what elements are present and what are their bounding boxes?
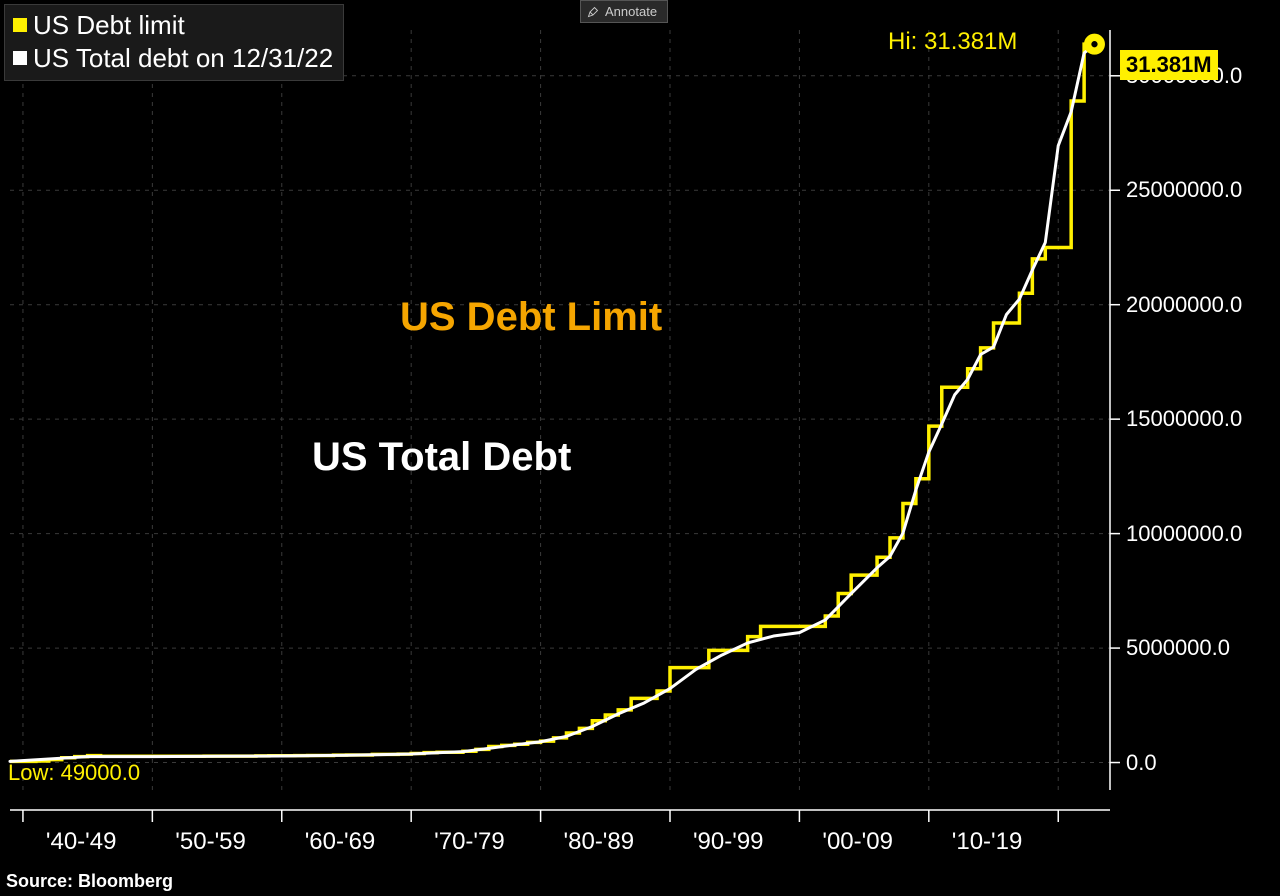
source-label: Source: Bloomberg [6,871,173,892]
x-tick-label: '40-'49 [46,828,117,856]
y-tick-label: 10000000.0 [1126,521,1242,547]
legend-swatch-yellow [13,18,27,32]
x-tick-label: '70-'79 [434,828,505,856]
legend-item-debt-limit: US Debt limit [13,9,333,42]
x-tick-label: '80-'89 [564,828,635,856]
legend-item-total-debt: US Total debt on 12/31/22 [13,42,333,75]
big-label-total-debt: US Total Debt [312,435,571,480]
low-label: Low: 49000.0 [8,760,140,786]
x-tick-label: '10-'19 [952,828,1023,856]
chart-container: US Debt limit US Total debt on 12/31/22 … [0,0,1280,896]
legend: US Debt limit US Total debt on 12/31/22 [4,4,344,81]
legend-label: US Total debt on 12/31/22 [33,42,333,75]
annotate-label: Annotate [605,4,657,19]
x-tick-label: '90-'99 [693,828,764,856]
x-tick-label: '60-'69 [305,828,376,856]
annotate-button[interactable]: Annotate [580,0,668,23]
x-tick-label: '50-'59 [175,828,246,856]
y-tick-label: 5000000.0 [1126,635,1230,661]
y-tick-label: 25000000.0 [1126,177,1242,203]
hi-callout: 31.381M [1120,50,1218,80]
y-tick-label: 0.0 [1126,750,1157,776]
y-tick-label: 20000000.0 [1126,292,1242,318]
pencil-icon [587,6,599,18]
hi-label: Hi: 31.381M [888,28,1017,56]
big-label-debt-limit: US Debt Limit [400,295,662,340]
plot-svg [0,0,1280,896]
legend-swatch-white [13,51,27,65]
x-tick-label: '00-'09 [822,828,893,856]
y-tick-label: 15000000.0 [1126,406,1242,432]
legend-label: US Debt limit [33,9,185,42]
